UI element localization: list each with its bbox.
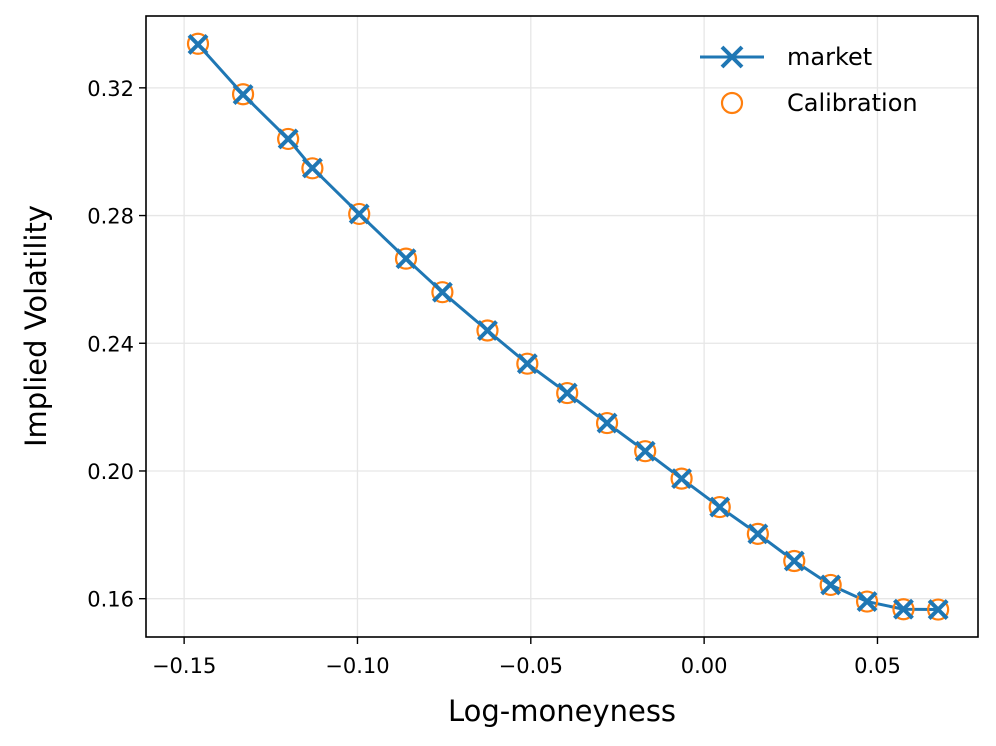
y-tick-label: 0.16 (87, 588, 134, 612)
legend-calibration-marker (720, 91, 744, 115)
y-tick-label: 0.24 (87, 332, 134, 356)
calibration-point (819, 573, 842, 597)
market-point (856, 591, 878, 612)
market-point (395, 248, 417, 270)
market-point (709, 496, 731, 518)
market-point (820, 574, 842, 596)
calibration-point (431, 281, 454, 304)
calibration-point (394, 247, 418, 270)
calibration-point (746, 522, 769, 545)
market-point (747, 523, 769, 545)
grid-lines (146, 16, 978, 637)
market-point (671, 468, 693, 490)
calibration-point (595, 411, 619, 435)
calibration-point (516, 352, 539, 375)
legend-calibration-label: Calibration (787, 89, 918, 117)
calibration-point (231, 83, 255, 106)
calibration-point (892, 598, 915, 621)
x-axis: −0.15 −0.10 −0.05 0.00 0.05 (152, 637, 901, 678)
market-point (301, 157, 323, 179)
plot-series (186, 32, 950, 621)
legend: market Calibration (700, 43, 918, 117)
calibration-point (670, 467, 693, 490)
market-point (348, 203, 370, 225)
calibration-point (301, 157, 324, 180)
market-point (516, 353, 538, 375)
calibration-point (855, 590, 879, 613)
x-tick-label: −0.15 (152, 654, 216, 678)
market-point (634, 440, 656, 462)
x-tick-label: 0.05 (854, 654, 901, 678)
calibration-point (783, 549, 806, 573)
market-point (783, 550, 805, 572)
y-axis: 0.16 0.20 0.24 0.28 0.32 (87, 77, 146, 612)
market-point (596, 412, 618, 434)
market-point (927, 599, 949, 620)
legend-market-label: market (787, 43, 872, 71)
calibration-point (634, 440, 657, 463)
y-tick-label: 0.28 (87, 205, 134, 229)
calibration-point (277, 127, 300, 151)
x-tick-label: −0.05 (499, 654, 563, 678)
market-point (232, 84, 254, 105)
market-point (187, 34, 209, 55)
calibration-point (348, 202, 371, 226)
plot-frame (145, 15, 979, 638)
market-point (556, 382, 578, 404)
legend-market-x-marker (720, 45, 744, 69)
y-axis-label: Implied Volatility (19, 205, 53, 447)
x-tick-label: 0.00 (681, 654, 728, 678)
calibration-point (476, 319, 499, 342)
calibration-point (708, 495, 731, 519)
x-axis-label: Log-moneyness (448, 694, 676, 728)
calibration-point (556, 381, 579, 405)
calibration-point (927, 598, 950, 621)
y-tick-label: 0.32 (87, 77, 134, 101)
y-tick-label: 0.20 (87, 460, 134, 484)
x-tick-label: −0.10 (325, 654, 389, 678)
market-point (277, 128, 299, 150)
market-point (893, 598, 914, 620)
market-point (477, 320, 498, 341)
calibration-point (186, 32, 210, 55)
market-point (431, 281, 453, 303)
